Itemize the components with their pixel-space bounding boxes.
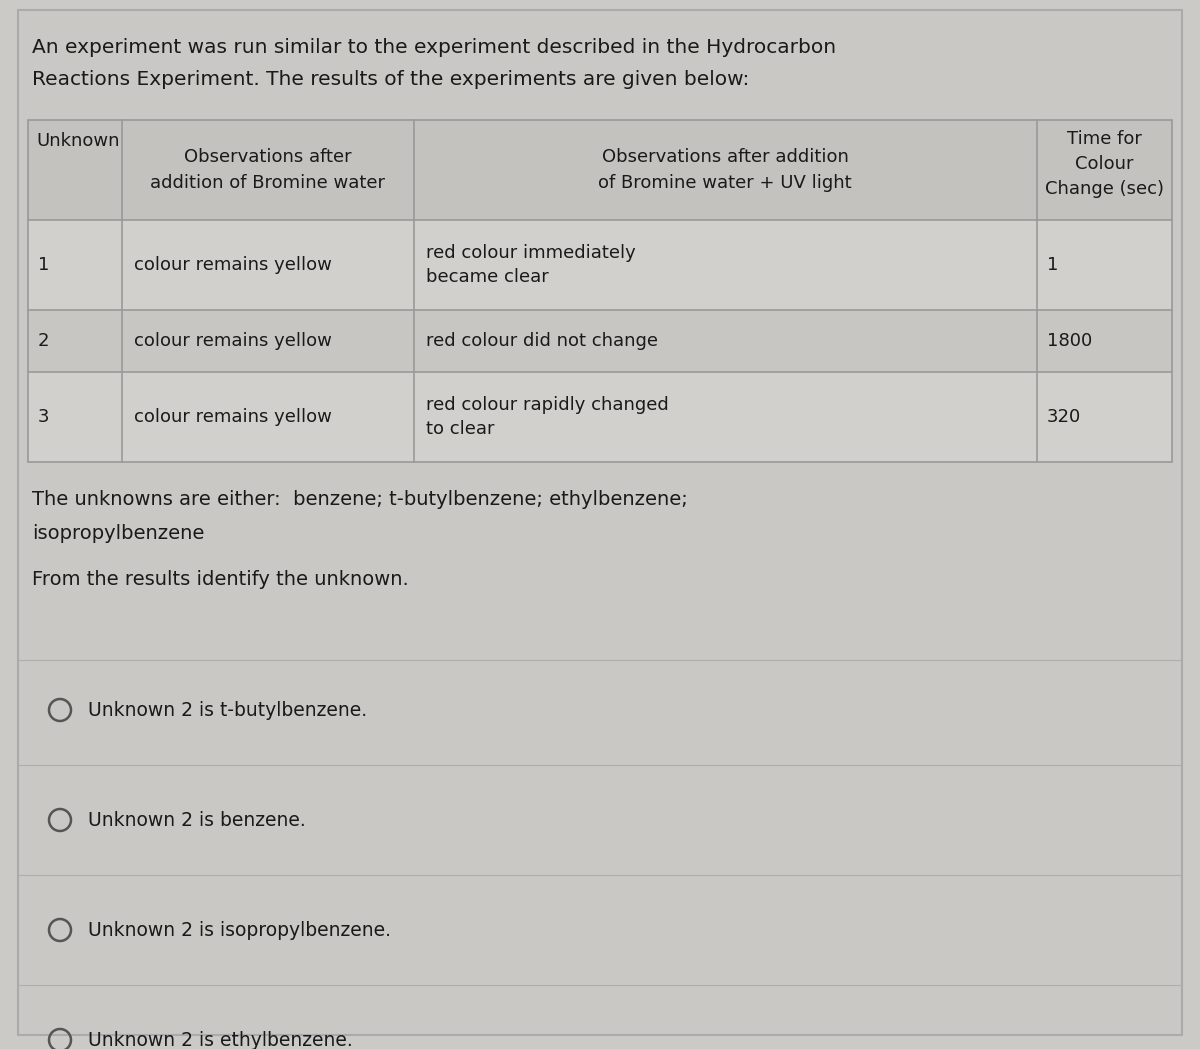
Bar: [28, 311, 1172, 372]
Text: Unknown 2 is benzene.: Unknown 2 is benzene.: [88, 811, 306, 830]
Text: Unknown: Unknown: [36, 132, 120, 150]
Text: Reactions Experiment. The results of the experiments are given below:: Reactions Experiment. The results of the…: [32, 70, 749, 89]
Text: Unknown 2 is isopropylbenzene.: Unknown 2 is isopropylbenzene.: [88, 921, 391, 940]
Text: red colour did not change: red colour did not change: [426, 331, 658, 350]
Text: 2: 2: [38, 331, 49, 350]
Text: colour remains yellow: colour remains yellow: [134, 331, 331, 350]
Bar: [28, 120, 1172, 220]
Text: 320: 320: [1048, 408, 1081, 426]
Text: 1: 1: [1048, 256, 1058, 274]
Bar: [28, 120, 1172, 462]
Text: Observations after addition
of Bromine water + UV light: Observations after addition of Bromine w…: [599, 149, 852, 192]
Text: Observations after
addition of Bromine water: Observations after addition of Bromine w…: [150, 149, 385, 192]
Text: colour remains yellow: colour remains yellow: [134, 256, 331, 274]
Text: Unknown 2 is t-butylbenzene.: Unknown 2 is t-butylbenzene.: [88, 701, 367, 720]
Text: isopropylbenzene: isopropylbenzene: [32, 524, 204, 543]
Text: red colour rapidly changed
to clear: red colour rapidly changed to clear: [426, 395, 668, 438]
Text: Unknown 2 is ethylbenzene.: Unknown 2 is ethylbenzene.: [88, 1030, 353, 1049]
Text: 3: 3: [38, 408, 49, 426]
Text: 1: 1: [38, 256, 49, 274]
Text: 1800: 1800: [1048, 331, 1092, 350]
Text: An experiment was run similar to the experiment described in the Hydrocarbon: An experiment was run similar to the exp…: [32, 38, 836, 57]
Text: colour remains yellow: colour remains yellow: [134, 408, 331, 426]
Bar: [28, 372, 1172, 462]
Text: The unknowns are either:  benzene; t-butylbenzene; ethylbenzene;: The unknowns are either: benzene; t-buty…: [32, 490, 688, 509]
Text: Time for
Colour
Change (sec): Time for Colour Change (sec): [1045, 130, 1164, 198]
Text: red colour immediately
became clear: red colour immediately became clear: [426, 243, 635, 286]
Bar: [28, 220, 1172, 311]
Text: From the results identify the unknown.: From the results identify the unknown.: [32, 570, 409, 588]
